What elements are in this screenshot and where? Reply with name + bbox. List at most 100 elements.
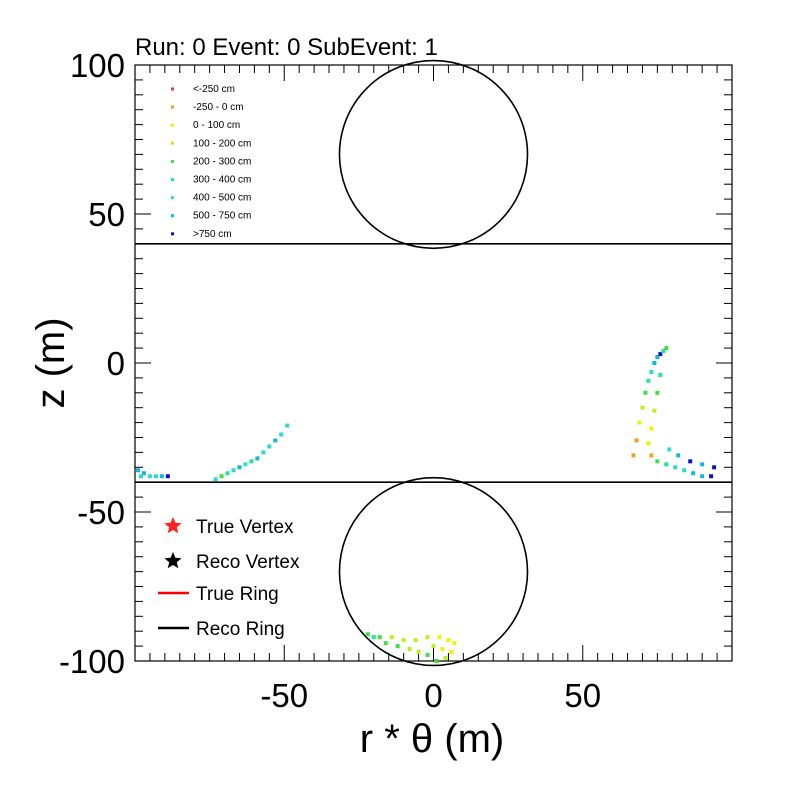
hit-point (661, 349, 666, 354)
hit-point (249, 459, 254, 464)
y-axis-label: z (m) (29, 317, 73, 408)
hit-point (691, 471, 696, 476)
hit-point (273, 438, 278, 443)
hit-point (446, 638, 451, 643)
hit-point (664, 346, 669, 351)
hit-point (676, 453, 681, 458)
legend-label: 200 - 300 cm (193, 156, 251, 167)
hit-point (147, 474, 152, 479)
hit-point (153, 474, 158, 479)
hit-point (658, 372, 663, 377)
axis-ticks (134, 64, 733, 662)
legend-marker (171, 196, 174, 200)
hit-point (243, 462, 248, 467)
legend-label: <-250 cm (193, 84, 235, 95)
legend-star-marker (164, 552, 182, 569)
hit-point (401, 638, 406, 643)
hit-point (437, 635, 442, 640)
x-tick-label: -50 (260, 677, 308, 714)
hit-point (395, 644, 400, 649)
hit-point (389, 635, 394, 640)
hit-point (712, 465, 717, 470)
hit-point (709, 474, 714, 479)
barrel-right-ring (631, 346, 717, 479)
barrel-left-arc (213, 423, 290, 482)
hit-point (425, 653, 430, 658)
x-tick-label: 50 (564, 677, 601, 714)
top-endcap-circle (338, 59, 529, 250)
y-tick-label: 100 (70, 47, 125, 84)
hit-point (371, 635, 376, 640)
hit-point (688, 459, 693, 464)
legend-label: Reco Ring (196, 619, 285, 640)
hit-point (655, 355, 660, 360)
hit-point (261, 450, 266, 455)
hit-point (279, 432, 284, 437)
marker-legend: True Vertex Reco Vertex True Ring Reco Ring (158, 517, 300, 640)
hit-point (655, 459, 660, 464)
hit-point (383, 641, 388, 646)
hit-point (682, 468, 687, 473)
hit-point (449, 650, 454, 655)
x-tick-label: 0 (424, 677, 442, 714)
hit-point (416, 650, 421, 655)
bottom-endcap-circle (338, 476, 529, 667)
legend-label: 400 - 500 cm (193, 193, 251, 204)
tick-labels: -50 0 50 -100 -50 0 50 100 (59, 47, 601, 714)
hit-point (141, 471, 146, 476)
legend-marker (171, 105, 174, 109)
y-tick-label: -100 (59, 643, 125, 680)
hit-point (213, 477, 218, 482)
hit-points (135, 346, 717, 663)
hit-point (700, 462, 705, 467)
hit-point (267, 444, 272, 449)
distance-color-legend: <-250 cm -250 - 0 cm 0 - 100 cm 100 - 200 c… (171, 84, 251, 240)
hit-point (425, 635, 430, 640)
hit-point (219, 474, 224, 479)
legend-marker (171, 87, 174, 91)
hit-point (646, 441, 651, 446)
legend-marker (171, 159, 174, 163)
hit-point (655, 390, 660, 395)
legend-label: 300 - 400 cm (193, 175, 251, 186)
legend-label: 100 - 200 cm (193, 138, 251, 149)
chart-title: Run: 0 Event: 0 SubEvent: 1 (135, 34, 438, 61)
hit-point (225, 471, 230, 476)
legend-label: True Ring (196, 584, 279, 605)
legend-marker (171, 214, 174, 218)
y-tick-label: 50 (88, 196, 125, 233)
hit-point (138, 474, 143, 479)
detector-geometry (135, 59, 732, 667)
legend-label: >750 cm (193, 229, 232, 240)
hit-point (643, 390, 648, 395)
legend-marker (171, 178, 174, 181)
hit-point (285, 423, 290, 428)
hit-point (159, 474, 164, 479)
hit-point (700, 474, 705, 479)
legend-label: -250 - 0 cm (193, 102, 244, 113)
hit-point (407, 647, 412, 652)
hit-point (658, 352, 663, 357)
y-tick-label: -50 (77, 494, 125, 531)
barrel-left-edge (135, 468, 170, 479)
hit-point (440, 647, 445, 652)
hit-point (443, 656, 448, 661)
hit-point (431, 644, 436, 649)
legend-label: Reco Vertex (196, 552, 300, 573)
hit-point (652, 408, 657, 413)
hit-point (649, 453, 654, 458)
hit-point (637, 420, 642, 425)
legend-marker (171, 141, 174, 145)
hit-point (640, 405, 645, 410)
legend-star-marker (164, 517, 182, 534)
legend-marker (171, 232, 174, 236)
hit-point (237, 465, 242, 470)
hit-point (135, 468, 140, 473)
y-tick-label: 0 (107, 345, 125, 382)
hit-point (634, 438, 639, 443)
hit-point (664, 462, 669, 467)
hit-point (667, 447, 672, 452)
legend-label: 500 - 750 cm (193, 211, 251, 222)
